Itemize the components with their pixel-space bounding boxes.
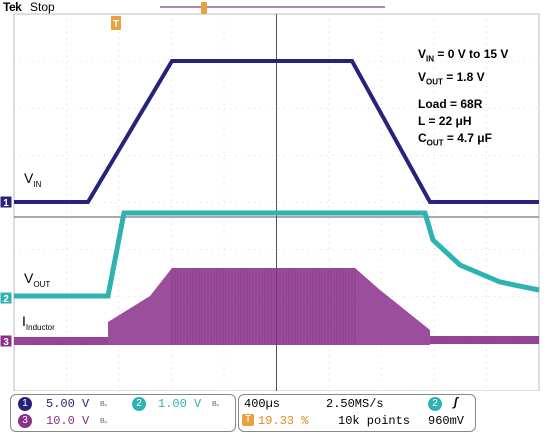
- vertical-settings-panel[interactable]: [10, 394, 236, 432]
- horizontal-trigger-panel[interactable]: [238, 394, 476, 432]
- ch2-badge[interactable]: 2: [132, 397, 146, 411]
- ch3-baseline-right: [430, 336, 539, 344]
- ch3-ground-marker: [0, 334, 13, 348]
- ch2-scale[interactable]: 1.00 V: [158, 397, 202, 411]
- trigger-slope-rising-icon[interactable]: ʃ: [452, 396, 460, 410]
- waveform-display: T 1 2 3: [0, 2, 540, 391]
- sample-rate: 2.50MS/s: [326, 397, 384, 411]
- brand-logo: Tek: [3, 0, 22, 14]
- ch1-badge[interactable]: 1: [18, 397, 32, 411]
- horizontal-position-marker: [201, 2, 207, 14]
- timebase-value[interactable]: 400µs: [244, 397, 281, 411]
- ch1-vin-trace: [14, 59, 539, 204]
- ch2-ground-marker-label: 2: [3, 294, 9, 305]
- trigger-point-label: T: [113, 19, 119, 30]
- ch3-badge[interactable]: 3: [18, 414, 32, 428]
- trigger-point-marker: [111, 16, 121, 30]
- trace-label-inductor: IInductor: [22, 313, 55, 332]
- ch3-bandwidth-limit-icon: Bᵥ: [100, 418, 107, 425]
- annotation-inductance: L = 22 μH: [418, 114, 472, 128]
- acquisition-state: Stop: [30, 0, 55, 14]
- record-length[interactable]: 10k points: [338, 414, 411, 428]
- trace-label-vin: VIN: [24, 170, 42, 189]
- ch1-scale[interactable]: 5.00 V: [46, 397, 90, 411]
- annotation-vin-range: VIN = 0 V to 15 V: [418, 47, 509, 64]
- ch2-bandwidth-limit-icon: Bᵥ: [212, 401, 219, 408]
- annotation-vout: VOUT = 1.8 V: [418, 70, 485, 87]
- annotation-cout: COUT = 4.7 μF: [418, 131, 492, 148]
- ch2-vout-trace: [14, 210, 540, 299]
- ch3-ground-marker-label: 3: [3, 337, 9, 348]
- ch2-ground-marker: [0, 291, 13, 305]
- ch3-baseline-left: [14, 337, 108, 345]
- ch1-ground-marker: [0, 195, 13, 209]
- trigger-level[interactable]: 960mV: [428, 414, 465, 428]
- ch3-current-envelope: [108, 268, 430, 345]
- status-bar: 1 5.00 V Bᵥ 2 1.00 V Bᵥ 3 10.0 V Bᵥ 400µ…: [0, 391, 555, 437]
- trigger-source-badge[interactable]: 2: [428, 397, 442, 411]
- trigger-position[interactable]: 19.33 %: [258, 414, 309, 428]
- trace-label-vout: VOUT: [24, 270, 51, 289]
- ch1-ground-marker-label: 1: [3, 198, 9, 209]
- ch3-scale[interactable]: 10.0 V: [46, 414, 90, 428]
- trigger-position-icon: T: [242, 414, 254, 426]
- annotation-load: Load = 68R: [418, 97, 483, 111]
- ch1-bandwidth-limit-icon: Bᵥ: [100, 401, 107, 408]
